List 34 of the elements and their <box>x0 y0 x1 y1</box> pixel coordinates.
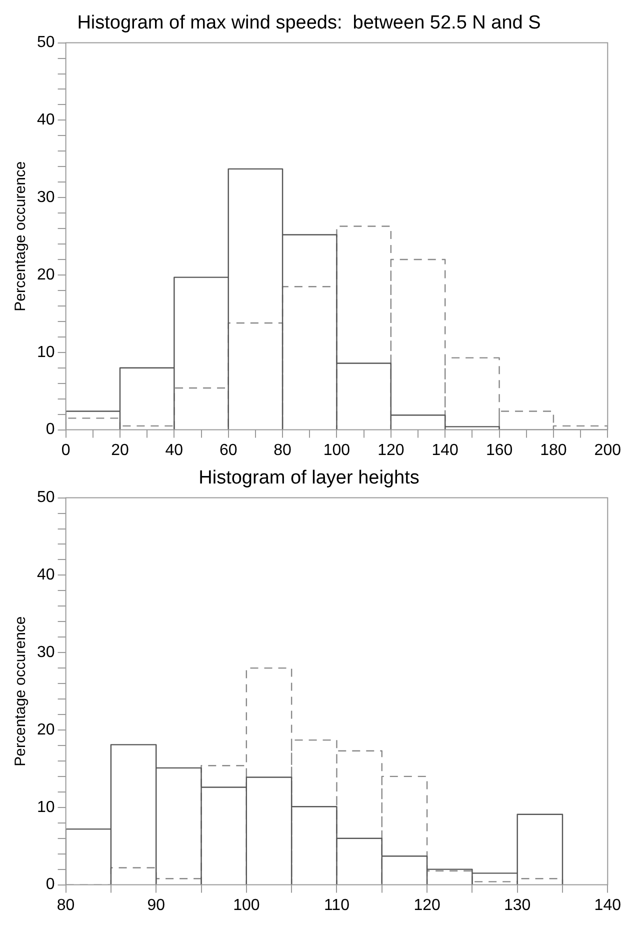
y-tick-label: 40 <box>37 566 55 584</box>
x-tick-label: 100 <box>233 896 260 914</box>
y-tick-label: 30 <box>37 644 55 662</box>
y-tick-label: 10 <box>37 344 55 361</box>
x-tick-label: 120 <box>378 442 404 459</box>
y-tick-label: 30 <box>37 189 55 206</box>
x-tick-label: 80 <box>274 442 292 459</box>
x-tick-label: 110 <box>324 896 350 914</box>
y-axis-title: Percentage occurence <box>12 161 30 312</box>
x-tick-label: 40 <box>165 442 184 459</box>
x-tick-label: 0 <box>61 442 70 459</box>
y-tick-label: 40 <box>37 112 55 129</box>
x-tick-label: 80 <box>56 896 75 914</box>
x-tick-label: 140 <box>594 896 622 914</box>
y-axis-title: Percentage occurence <box>12 616 30 766</box>
chart-title: Histogram of max wind speeds: between 52.5 N and S <box>77 12 541 34</box>
y-tick-label: 10 <box>37 798 55 816</box>
y-tick-label: 50 <box>37 34 55 52</box>
x-tick-label: 20 <box>111 442 129 459</box>
y-tick-label: 50 <box>37 489 55 506</box>
x-tick-label: 90 <box>147 896 166 914</box>
y-tick-label: 20 <box>37 721 55 738</box>
x-tick-label: 100 <box>323 442 350 459</box>
x-tick-label: 180 <box>540 442 567 459</box>
x-tick-label: 60 <box>219 442 238 459</box>
y-tick-label: 20 <box>37 266 55 284</box>
x-tick-label: 140 <box>432 442 459 459</box>
x-tick-label: 160 <box>486 442 513 459</box>
chart-title: Histogram of layer heights <box>198 468 420 489</box>
x-tick-label: 130 <box>504 896 531 914</box>
x-tick-label: 120 <box>414 896 440 914</box>
y-tick-label: 0 <box>46 421 55 438</box>
y-tick-label: 0 <box>46 876 55 894</box>
x-tick-label: 200 <box>594 442 622 459</box>
